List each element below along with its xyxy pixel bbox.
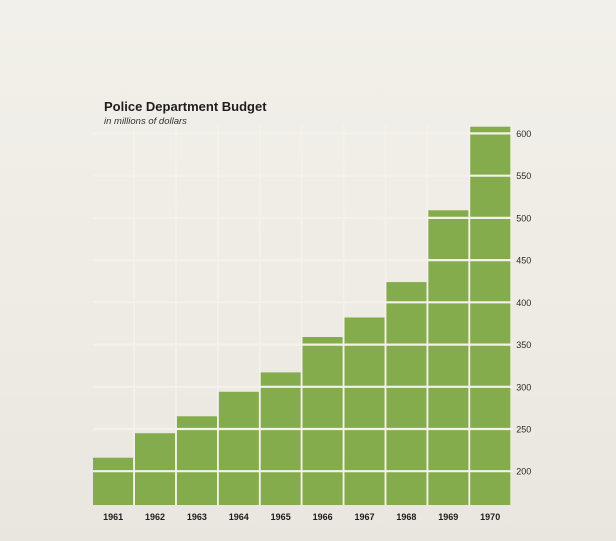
y-tick-label-450: 450 <box>516 256 531 266</box>
bar-1961 <box>93 457 134 505</box>
bar-1963 <box>176 416 217 505</box>
x-category-label-1969: 1969 <box>438 512 458 522</box>
chart-subtitle: in millions of dollars <box>104 116 187 127</box>
y-tick-label-400: 400 <box>516 298 531 308</box>
bar-1966 <box>302 337 343 505</box>
y-tick-label-250: 250 <box>516 425 531 435</box>
y-tick-label-300: 300 <box>516 382 531 392</box>
x-category-label-1961: 1961 <box>103 512 123 522</box>
x-category-label-1962: 1962 <box>145 512 165 522</box>
x-category-label-1970: 1970 <box>480 512 500 522</box>
x-category-label-1965: 1965 <box>271 512 291 522</box>
x-category-label-1966: 1966 <box>313 512 333 522</box>
x-category-label-1963: 1963 <box>187 512 207 522</box>
bar-1970 <box>470 126 511 505</box>
bars-group <box>93 126 511 506</box>
y-tick-label-550: 550 <box>516 171 531 181</box>
y-tick-label-200: 200 <box>516 467 531 477</box>
x-category-label-1968: 1968 <box>396 512 416 522</box>
bar-1965 <box>260 372 301 505</box>
x-category-label-1967: 1967 <box>354 512 374 522</box>
bar-1962 <box>134 433 176 505</box>
bar-1964 <box>218 391 259 505</box>
y-axis-tick-labels: 200 250 300 350 400 450 500 550 600 <box>516 129 531 477</box>
y-tick-label-600: 600 <box>516 129 531 139</box>
chart-title: Police Department Budget <box>104 99 267 114</box>
x-axis-category-labels: 1961 1962 1963 1964 1965 1966 1967 1968 1969 1970 <box>103 512 500 522</box>
gridlines-group <box>93 125 514 505</box>
bar-1967 <box>344 317 385 505</box>
bar-1969 <box>428 210 469 506</box>
x-category-label-1964: 1964 <box>229 512 249 522</box>
bar-1968 <box>386 282 427 505</box>
y-tick-label-350: 350 <box>516 340 531 350</box>
y-tick-label-500: 500 <box>516 213 531 223</box>
